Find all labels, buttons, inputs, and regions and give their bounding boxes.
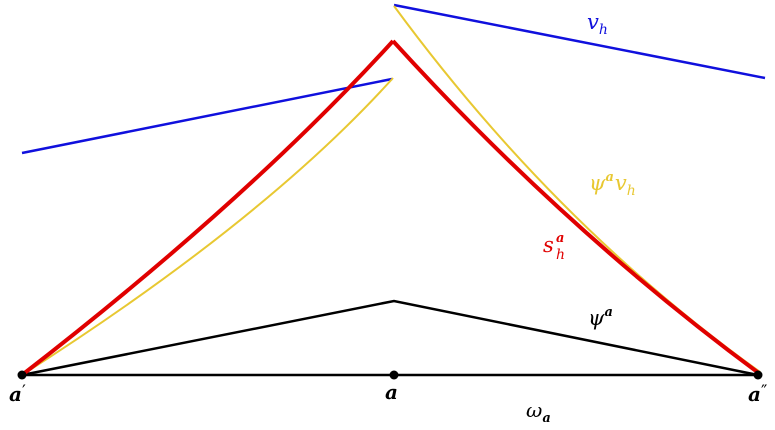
label-a-dprime: a″ — [748, 382, 767, 406]
label-psi-a: ψa — [588, 305, 613, 330]
vertex-a-prime-dot — [17, 370, 27, 380]
label-psi-a-v-h: ψavh — [589, 170, 636, 199]
label-omega-a: ωa — [526, 398, 551, 426]
s-h-a-left-curve — [20, 39, 395, 377]
label-a-prime: a′ — [9, 382, 26, 406]
vertex-a-dot — [389, 370, 399, 380]
psi-a-v-h-right-curve — [393, 5, 761, 373]
label-a: a — [385, 380, 398, 404]
s-h-a-right-curve — [391, 39, 762, 376]
v-h-left-piece — [21, 77, 393, 155]
psi-a-v-h-left-curve — [21, 77, 394, 376]
vertex-a-dprime-dot — [753, 370, 763, 380]
hat-function-psi-a — [21, 299, 759, 377]
label-v-h: vh — [587, 10, 608, 38]
v-h-right-piece — [393, 3, 766, 80]
